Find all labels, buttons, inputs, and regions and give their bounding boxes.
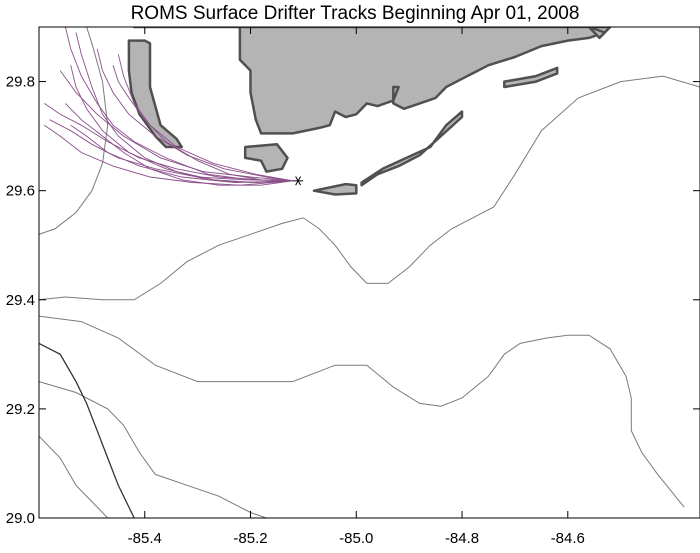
bathymetry-contour-deep xyxy=(39,342,135,518)
plot-area xyxy=(39,27,700,518)
land-polygon xyxy=(587,27,607,40)
bathymetry-contour xyxy=(39,75,700,301)
drifter-track xyxy=(44,124,293,186)
drifter-track xyxy=(64,27,293,182)
y-tick-label: 29.2 xyxy=(6,401,35,418)
land-areas xyxy=(127,27,612,196)
drifter-track xyxy=(96,48,293,182)
bathymetry-contour xyxy=(39,315,685,508)
land-polygon xyxy=(127,39,184,149)
chart-title: ROMS Surface Drifter Tracks Beginning Ap… xyxy=(131,3,580,24)
y-tick-label: 29.0 xyxy=(6,510,35,527)
y-tick-label: 29.8 xyxy=(6,74,35,91)
x-tick-label: -84.6 xyxy=(551,530,585,547)
drifter-track xyxy=(70,65,293,183)
drifter-track xyxy=(117,54,293,182)
land-polygon xyxy=(312,182,358,196)
bathymetry-contours xyxy=(39,27,700,518)
land-polygon xyxy=(132,27,612,135)
release-point-marker xyxy=(293,176,304,186)
x-axis: -85.4 -85.2 -85.0 -84.8 -84.6 xyxy=(128,27,585,547)
drifter-track xyxy=(112,65,293,182)
drifter-track xyxy=(59,70,293,182)
bathymetry-contour xyxy=(39,435,109,518)
x-tick-label: -84.8 xyxy=(445,530,479,547)
y-tick-label: 29.6 xyxy=(6,183,35,200)
drifter-tracks xyxy=(44,27,293,186)
x-tick-label: -85.4 xyxy=(128,530,162,547)
drifter-track xyxy=(44,103,293,182)
plot-frame xyxy=(38,26,700,519)
drifter-track xyxy=(49,119,293,182)
land-polygon xyxy=(360,110,464,187)
x-tick-label: -85.0 xyxy=(339,530,373,547)
x-tick-label: -85.2 xyxy=(233,530,267,547)
bathymetry-contour xyxy=(39,381,267,518)
release-asterisk-stroke xyxy=(295,176,302,186)
y-axis: 29.0 29.2 29.4 29.6 29.8 xyxy=(6,74,700,527)
land-polygon xyxy=(503,66,559,89)
y-tick-label: 29.4 xyxy=(6,292,35,309)
land-polygon xyxy=(243,143,289,173)
drifter-track xyxy=(70,124,293,183)
bathymetry-contour xyxy=(39,27,109,235)
